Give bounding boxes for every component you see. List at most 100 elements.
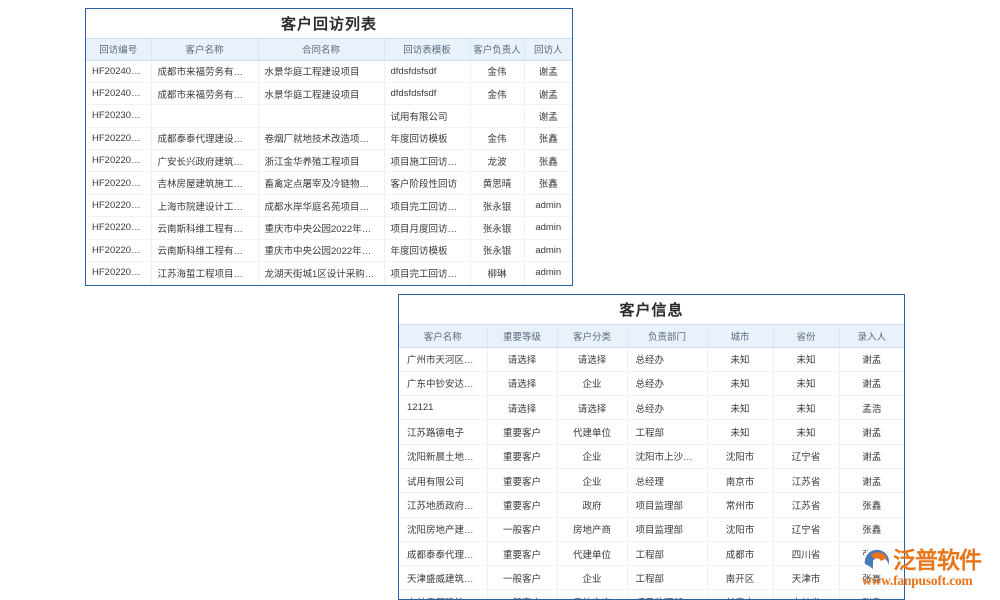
- table-row[interactable]: 广州市天河区水务设... 请选择 请选择 总经办 未知 未知 谢孟: [399, 347, 904, 372]
- cell-customer-name[interactable]: 江苏海蜇工程项目管理公司: [151, 261, 259, 284]
- cell-customer-name[interactable]: 成都泰泰代理建设公司: [399, 541, 488, 567]
- cell-visit-template[interactable]: 项目完工回访方案: [384, 194, 471, 218]
- cell-entered-by: 张鑫: [839, 589, 904, 599]
- cell-province: 吉林省: [773, 589, 840, 599]
- cell-customer-name[interactable]: 江苏地质政府建筑公司: [399, 492, 488, 518]
- cell-visit-template[interactable]: 年度回访模板: [384, 239, 471, 263]
- cell-customer-name[interactable]: 沈阳新晨土地开发公司: [399, 444, 488, 469]
- cell-contract-name[interactable]: 重庆市中央公园2022年绿化...: [258, 216, 385, 240]
- column-header-contract-name[interactable]: 合同名称: [258, 39, 385, 61]
- cell-customer-name[interactable]: 江苏路德电子: [399, 419, 488, 445]
- cell-visit-no[interactable]: HF20220503: [86, 127, 152, 151]
- table-row[interactable]: HF20220503 成都泰泰代理建设公司 卷烟厂就地技术改造项目合同 年度回访…: [86, 127, 572, 151]
- visit-table-header-row: 回访编号 客户名称 合同名称 回访表模板 客户负责人 回访人: [86, 39, 572, 61]
- cell-contract-name[interactable]: [258, 104, 385, 128]
- table-row[interactable]: 试用有限公司 重要客户 企业 总经理 南京市 江苏省 谢孟: [399, 468, 904, 494]
- column-header-city[interactable]: 城市: [707, 325, 774, 348]
- cell-contract-name[interactable]: 卷烟厂就地技术改造项目合同: [258, 127, 385, 151]
- cell-owner-dept: 工程部: [627, 541, 708, 567]
- cell-contract-name[interactable]: 重庆市中央公园2022年绿化...: [258, 239, 385, 263]
- table-row[interactable]: 天津盛威建筑工程有... 一般客户 企业 工程部 南开区 天津市 张鑫: [399, 565, 904, 591]
- cell-priority-level: 重要客户: [487, 419, 558, 445]
- cell-contract-name[interactable]: 浙江金华养殖工程项目: [258, 149, 385, 173]
- cell-visit-no[interactable]: HF20220408: [86, 194, 152, 218]
- cell-customer-name[interactable]: 广东中钞安达押运保...: [399, 371, 488, 397]
- cell-visit-no[interactable]: HF20220405: [86, 261, 152, 284]
- cell-visit-template[interactable]: dfdsfdsfsdf: [384, 82, 471, 106]
- column-header-province[interactable]: 省份: [773, 325, 840, 348]
- cell-visit-template[interactable]: dfdsfdsfsdf: [384, 60, 471, 83]
- cell-customer-name[interactable]: 12121: [399, 395, 488, 421]
- column-header-visit-template[interactable]: 回访表模板: [384, 39, 471, 61]
- column-header-visit-no[interactable]: 回访编号: [86, 39, 152, 61]
- cell-customer-name[interactable]: 试用有限公司: [399, 468, 488, 494]
- cell-customer-type: 企业: [557, 371, 628, 397]
- column-header-customer-name[interactable]: 客户名称: [399, 325, 488, 348]
- cell-customer-name[interactable]: 吉林房屋建筑施工公司: [399, 589, 488, 599]
- cell-visit-no[interactable]: HF20230901: [86, 104, 152, 128]
- cell-customer-name[interactable]: 成都市来福劳务有限公司: [151, 82, 259, 106]
- column-header-visitor[interactable]: 回访人: [524, 39, 572, 61]
- table-row[interactable]: HF20220501 吉林房屋建筑施工公司 畜禽定点屠宰及冷链物流基... 客户…: [86, 171, 572, 195]
- cell-customer-name[interactable]: 广州市天河区水务设...: [399, 347, 488, 372]
- column-header-customer-name[interactable]: 客户名称: [151, 39, 259, 61]
- column-header-owner-dept[interactable]: 负责部门: [627, 325, 708, 348]
- table-row[interactable]: HF20220407 云南斯科维工程有限公司 重庆市中央公园2022年绿化...…: [86, 216, 572, 240]
- cell-visit-template[interactable]: 客户阶段性回访: [384, 171, 471, 195]
- cell-visit-template[interactable]: 项目完工回访方案: [384, 261, 471, 284]
- cell-customer-owner: 金伟: [470, 60, 525, 83]
- table-row[interactable]: HF20240301 成都市来福劳务有限公司 水景华庭工程建设项目 dfdsfd…: [86, 82, 572, 106]
- cell-province: 未知: [773, 347, 840, 372]
- cell-customer-name[interactable]: 成都泰泰代理建设公司: [151, 127, 259, 151]
- cell-visit-no[interactable]: HF20220407: [86, 216, 152, 240]
- column-header-customer-type[interactable]: 客户分类: [557, 325, 628, 348]
- cell-customer-name[interactable]: [151, 104, 259, 128]
- cell-visit-no[interactable]: HF20220501: [86, 171, 152, 195]
- cell-customer-name[interactable]: 天津盛威建筑工程有...: [399, 565, 488, 591]
- table-row[interactable]: HF20220406 云南斯科维工程有限公司 重庆市中央公园2022年绿化...…: [86, 239, 572, 263]
- table-row[interactable]: HF20220408 上海市院建设计工程有限... 成都水岸华庭名苑项目一标段 …: [86, 194, 572, 218]
- table-row[interactable]: 沈阳房地产建筑工程... 一般客户 房地产商 项目监理部 沈阳市 辽宁省 张鑫: [399, 517, 904, 542]
- table-row[interactable]: 吉林房屋建筑施工公司 一般客户 房地产商 项目监理部 长春市 吉林省 张鑫: [399, 589, 904, 599]
- cell-visit-no[interactable]: HF20220406: [86, 239, 152, 263]
- cell-customer-owner: 柳琳: [470, 261, 525, 284]
- cell-visitor: admin: [524, 239, 572, 263]
- cell-visit-no[interactable]: HF20240302: [86, 60, 152, 83]
- cell-customer-name[interactable]: 广安长兴政府建筑工程公司: [151, 149, 259, 173]
- column-header-customer-owner[interactable]: 客户负责人: [470, 39, 525, 61]
- cell-customer-name[interactable]: 云南斯科维工程有限公司: [151, 216, 259, 240]
- cell-visit-template[interactable]: 项目施工回访模板: [384, 149, 471, 173]
- table-row[interactable]: 成都泰泰代理建设公司 重要客户 代建单位 工程部 成都市 四川省 张鑫: [399, 541, 904, 567]
- cell-visit-template[interactable]: 试用有限公司: [384, 104, 471, 128]
- table-row[interactable]: 沈阳新晨土地开发公司 重要客户 企业 沈阳市上沙二... 沈阳市 辽宁省 谢孟: [399, 444, 904, 469]
- cell-city: 南开区: [707, 565, 774, 591]
- cell-contract-name[interactable]: 水景华庭工程建设项目: [258, 60, 385, 83]
- table-row[interactable]: HF20220502 广安长兴政府建筑工程公司 浙江金华养殖工程项目 项目施工回…: [86, 149, 572, 173]
- cell-visit-template[interactable]: 年度回访模板: [384, 127, 471, 151]
- table-row[interactable]: 广东中钞安达押运保... 请选择 企业 总经办 未知 未知 谢孟: [399, 371, 904, 397]
- table-row[interactable]: 江苏路德电子 重要客户 代建单位 工程部 未知 未知 谢孟: [399, 419, 904, 445]
- table-row[interactable]: HF20230901 试用有限公司 谢孟: [86, 104, 572, 128]
- cell-customer-name[interactable]: 吉林房屋建筑施工公司: [151, 171, 259, 195]
- customer-info-title: 客户信息: [399, 295, 904, 325]
- cell-customer-name[interactable]: 上海市院建设计工程有限...: [151, 194, 259, 218]
- cell-contract-name[interactable]: 龙湖天街城1区设计采购施工...: [258, 261, 385, 284]
- table-row[interactable]: HF20220405 江苏海蜇工程项目管理公司 龙湖天街城1区设计采购施工...…: [86, 261, 572, 284]
- cell-customer-name[interactable]: 成都市来福劳务有限公司: [151, 60, 259, 83]
- table-row[interactable]: 12121 请选择 请选择 总经办 未知 未知 孟浩: [399, 395, 904, 421]
- cell-visit-no[interactable]: HF20220502: [86, 149, 152, 173]
- table-row[interactable]: 江苏地质政府建筑公司 重要客户 政府 项目监理部 常州市 江苏省 张鑫: [399, 492, 904, 518]
- cell-city: 未知: [707, 347, 774, 372]
- column-header-entered-by[interactable]: 录入人: [839, 325, 904, 348]
- cell-contract-name[interactable]: 成都水岸华庭名苑项目一标段: [258, 194, 385, 218]
- column-header-priority-level[interactable]: 重要等级: [487, 325, 558, 348]
- cell-province: 辽宁省: [773, 444, 840, 469]
- cell-owner-dept: 项目监理部: [627, 589, 708, 599]
- cell-visit-no[interactable]: HF20240301: [86, 82, 152, 106]
- cell-contract-name[interactable]: 水景华庭工程建设项目: [258, 82, 385, 106]
- cell-customer-name[interactable]: 云南斯科维工程有限公司: [151, 239, 259, 263]
- cell-contract-name[interactable]: 畜禽定点屠宰及冷链物流基...: [258, 171, 385, 195]
- cell-customer-name[interactable]: 沈阳房地产建筑工程...: [399, 517, 488, 542]
- cell-visit-template[interactable]: 项目月度回访模板: [384, 216, 471, 240]
- table-row[interactable]: HF20240302 成都市来福劳务有限公司 水景华庭工程建设项目 dfdsfd…: [86, 60, 572, 83]
